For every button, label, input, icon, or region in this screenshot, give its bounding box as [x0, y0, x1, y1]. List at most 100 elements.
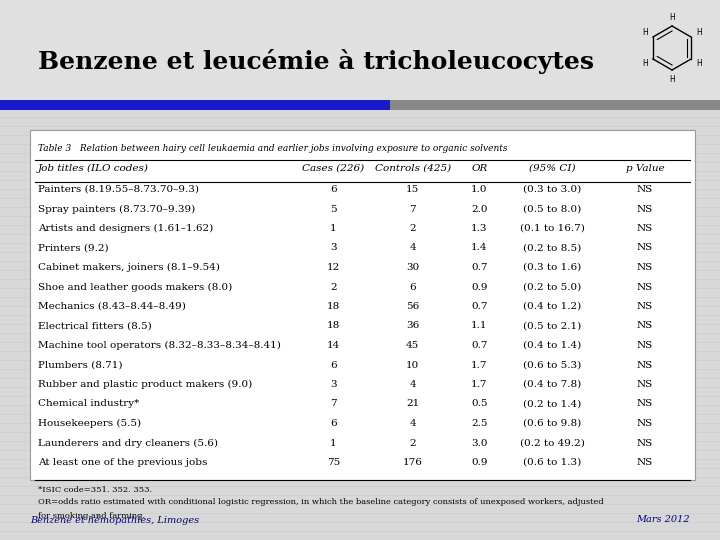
Text: H: H	[669, 75, 675, 84]
Text: Mars 2012: Mars 2012	[636, 516, 690, 524]
Text: (0.3 to 1.6): (0.3 to 1.6)	[523, 263, 582, 272]
Text: 75: 75	[327, 458, 340, 467]
Text: H: H	[642, 59, 648, 68]
Text: NS: NS	[636, 361, 653, 369]
Bar	[390, 100, 720, 110]
Text: (0.4 to 7.8): (0.4 to 7.8)	[523, 380, 582, 389]
Text: Housekeepers (5.5): Housekeepers (5.5)	[38, 419, 141, 428]
Text: 18: 18	[327, 321, 340, 330]
Text: NS: NS	[636, 263, 653, 272]
Text: 2.5: 2.5	[471, 419, 487, 428]
Text: (0.2 to 1.4): (0.2 to 1.4)	[523, 400, 582, 408]
Text: (0.2 to 8.5): (0.2 to 8.5)	[523, 244, 582, 253]
Text: (0.6 to 1.3): (0.6 to 1.3)	[523, 458, 582, 467]
Text: Table 3   Relation between hairy cell leukaemia and earlier jobs involving expos: Table 3 Relation between hairy cell leuk…	[38, 144, 508, 153]
Text: OR: OR	[471, 164, 487, 173]
Text: (0.1 to 16.7): (0.1 to 16.7)	[520, 224, 585, 233]
Text: NS: NS	[636, 380, 653, 389]
Text: NS: NS	[636, 224, 653, 233]
Text: (95% CI): (95% CI)	[529, 164, 575, 173]
Text: NS: NS	[636, 458, 653, 467]
Text: 15: 15	[406, 185, 420, 194]
Text: NS: NS	[636, 205, 653, 213]
Text: (0.6 to 9.8): (0.6 to 9.8)	[523, 419, 582, 428]
Text: Machine tool operators (8.32–8.33–8.34–8.41): Machine tool operators (8.32–8.33–8.34–8…	[38, 341, 281, 350]
Text: 0.7: 0.7	[471, 341, 487, 350]
Text: 4: 4	[410, 244, 416, 253]
Text: NS: NS	[636, 302, 653, 311]
Text: NS: NS	[636, 400, 653, 408]
Text: Shoe and leather goods makers (8.0): Shoe and leather goods makers (8.0)	[38, 282, 233, 292]
Text: Cases (226): Cases (226)	[302, 164, 364, 173]
Text: 7: 7	[330, 400, 337, 408]
Text: Cabinet makers, joiners (8.1–9.54): Cabinet makers, joiners (8.1–9.54)	[38, 263, 220, 272]
Text: 1.1: 1.1	[471, 321, 487, 330]
Text: NS: NS	[636, 438, 653, 448]
Text: Benzene et leucémie à tricholeucocytes: Benzene et leucémie à tricholeucocytes	[38, 50, 594, 75]
Text: Controls (425): Controls (425)	[374, 164, 451, 173]
Text: 30: 30	[406, 263, 420, 272]
Text: (0.3 to 3.0): (0.3 to 3.0)	[523, 185, 582, 194]
Text: 3: 3	[330, 244, 337, 253]
Text: 45: 45	[406, 341, 420, 350]
Text: 1.3: 1.3	[471, 224, 487, 233]
Text: p Value: p Value	[626, 164, 664, 173]
Text: 1: 1	[330, 224, 337, 233]
Text: (0.5 to 2.1): (0.5 to 2.1)	[523, 321, 582, 330]
Text: 176: 176	[403, 458, 423, 467]
Text: Plumbers (8.71): Plumbers (8.71)	[38, 361, 122, 369]
Text: 1.7: 1.7	[471, 361, 487, 369]
Text: 3.0: 3.0	[471, 438, 487, 448]
Text: Rubber and plastic product makers (9.0): Rubber and plastic product makers (9.0)	[38, 380, 252, 389]
Text: 3: 3	[330, 380, 337, 389]
Text: *ISIC code=351. 352. 353.: *ISIC code=351. 352. 353.	[38, 485, 152, 494]
Text: 7: 7	[410, 205, 416, 213]
Text: H: H	[696, 59, 702, 68]
Text: Chemical industry*: Chemical industry*	[38, 400, 139, 408]
Text: 6: 6	[330, 185, 337, 194]
Text: 1: 1	[330, 438, 337, 448]
Text: At least one of the previous jobs: At least one of the previous jobs	[38, 458, 207, 467]
Text: Mechanics (8.43–8.44–8.49): Mechanics (8.43–8.44–8.49)	[38, 302, 186, 311]
Text: H: H	[696, 28, 702, 37]
Text: 0.5: 0.5	[471, 400, 487, 408]
Text: NS: NS	[636, 419, 653, 428]
Text: 0.7: 0.7	[471, 302, 487, 311]
Text: 2: 2	[330, 282, 337, 292]
Text: 18: 18	[327, 302, 340, 311]
Text: 12: 12	[327, 263, 340, 272]
Bar	[0, 100, 390, 110]
Text: OR=odds ratio estimated with conditional logistic regression, in which the basel: OR=odds ratio estimated with conditional…	[38, 498, 604, 507]
Text: Launderers and dry cleaners (5.6): Launderers and dry cleaners (5.6)	[38, 438, 218, 448]
Text: NS: NS	[636, 341, 653, 350]
Text: Artists and designers (1.61–1.62): Artists and designers (1.61–1.62)	[38, 224, 213, 233]
Text: 1.7: 1.7	[471, 380, 487, 389]
Text: 6: 6	[330, 361, 337, 369]
Text: (0.2 to 49.2): (0.2 to 49.2)	[520, 438, 585, 448]
Text: 14: 14	[327, 341, 340, 350]
Text: 36: 36	[406, 321, 420, 330]
Text: H: H	[642, 28, 648, 37]
Text: NS: NS	[636, 244, 653, 253]
Text: Printers (9.2): Printers (9.2)	[38, 244, 109, 253]
Bar	[30, 130, 695, 480]
Text: 2.0: 2.0	[471, 205, 487, 213]
Text: (0.4 to 1.4): (0.4 to 1.4)	[523, 341, 582, 350]
Text: 2: 2	[410, 224, 416, 233]
Text: 4: 4	[410, 419, 416, 428]
Text: 56: 56	[406, 302, 420, 311]
Text: Benzene et hémopathies, Limoges: Benzene et hémopathies, Limoges	[30, 515, 199, 525]
Text: 0.9: 0.9	[471, 282, 487, 292]
Text: 6: 6	[330, 419, 337, 428]
Text: 5: 5	[330, 205, 337, 213]
Text: 10: 10	[406, 361, 420, 369]
Bar	[0, 0, 720, 110]
Text: NS: NS	[636, 185, 653, 194]
Text: 0.9: 0.9	[471, 458, 487, 467]
Text: 1.0: 1.0	[471, 185, 487, 194]
Text: for smoking and farming.: for smoking and farming.	[38, 511, 145, 519]
Text: 6: 6	[410, 282, 416, 292]
Text: (0.6 to 5.3): (0.6 to 5.3)	[523, 361, 582, 369]
Text: 21: 21	[406, 400, 420, 408]
Text: Electrical fitters (8.5): Electrical fitters (8.5)	[38, 321, 152, 330]
